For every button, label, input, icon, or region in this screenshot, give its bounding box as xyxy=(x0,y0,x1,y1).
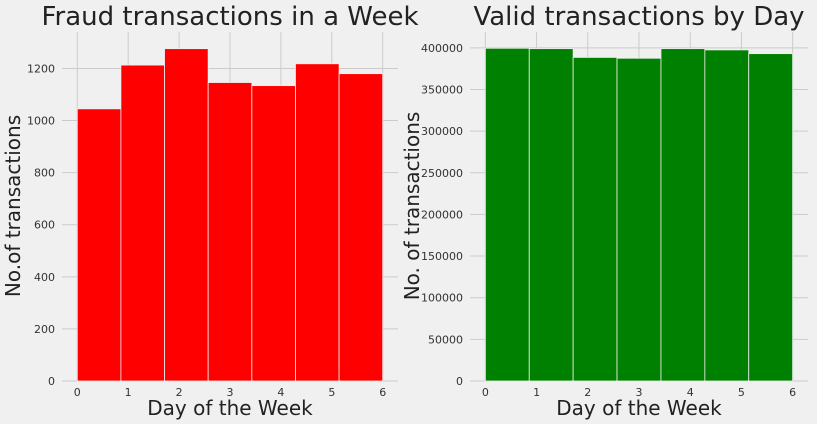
valid-y-ticks: 0 50000 100000 150000 200000 250000 300000 3500… xyxy=(421,42,463,388)
bar xyxy=(528,48,574,382)
y-tick-label: 400000 xyxy=(421,42,463,55)
x-tick-label: 5 xyxy=(328,386,335,399)
fraud-y-ticks: 0 200 400 600 800 1000 1200 xyxy=(27,62,55,388)
x-tick-label: 1 xyxy=(125,386,132,399)
bar xyxy=(660,48,706,382)
x-tick-label: 6 xyxy=(789,386,796,399)
fraud-y-axis-label: No.of transactions xyxy=(1,115,25,297)
y-tick-label: 100000 xyxy=(421,292,463,305)
bar xyxy=(572,57,618,382)
fraud-title: Fraud transactions in a Week xyxy=(41,2,418,32)
y-tick-label: 200000 xyxy=(421,208,463,221)
y-tick-label: 50000 xyxy=(428,333,463,346)
y-tick-label: 350000 xyxy=(421,83,463,96)
x-tick-label: 1 xyxy=(533,386,540,399)
x-tick-label: 0 xyxy=(74,386,81,399)
bar xyxy=(76,108,122,382)
x-tick-label: 2 xyxy=(584,386,591,399)
x-tick-label: 2 xyxy=(176,386,183,399)
bar xyxy=(207,82,253,382)
valid-chart: 0 1 2 3 4 5 6 0 50000 100000 150000 200000 250000 30… xyxy=(400,2,808,420)
bar xyxy=(338,73,384,382)
fraud-x-axis-label: Day of the Week xyxy=(147,396,313,420)
y-tick-label: 200 xyxy=(34,323,55,336)
x-tick-label: 3 xyxy=(227,386,234,399)
fraud-x-ticks: 0 1 2 3 4 5 6 xyxy=(74,386,386,399)
x-tick-label: 6 xyxy=(379,386,386,399)
y-tick-label: 600 xyxy=(34,219,55,232)
x-tick-label: 3 xyxy=(636,386,643,399)
bar xyxy=(616,57,662,382)
valid-title: Valid transactions by Day xyxy=(473,2,804,32)
y-tick-label: 800 xyxy=(34,167,55,180)
fraud-chart: 0 1 2 3 4 5 6 0 200 400 600 800 1000 1200 Fraud tran… xyxy=(1,2,419,420)
x-tick-label: 4 xyxy=(687,386,694,399)
bar xyxy=(484,47,530,382)
valid-bars xyxy=(484,47,794,382)
fraud-bars xyxy=(76,48,384,382)
x-tick-label: 0 xyxy=(482,386,489,399)
bar xyxy=(164,48,209,382)
bar xyxy=(120,64,165,382)
y-tick-label: 300000 xyxy=(421,125,463,138)
x-tick-label: 5 xyxy=(738,386,745,399)
valid-y-axis-label: No. of transactions xyxy=(400,112,424,301)
y-tick-label: 1000 xyxy=(27,115,55,128)
bar xyxy=(295,63,340,382)
y-tick-label: 150000 xyxy=(421,250,463,263)
y-tick-label: 0 xyxy=(48,375,55,388)
valid-x-ticks: 0 1 2 3 4 5 6 xyxy=(482,386,796,399)
y-tick-label: 0 xyxy=(456,375,463,388)
x-tick-label: 4 xyxy=(277,386,284,399)
y-tick-label: 250000 xyxy=(421,167,463,180)
valid-x-axis-label: Day of the Week xyxy=(556,396,722,420)
bar xyxy=(748,53,794,382)
bar xyxy=(251,85,296,382)
y-tick-label: 1200 xyxy=(27,62,55,75)
y-tick-label: 400 xyxy=(34,271,55,284)
bar xyxy=(704,49,750,382)
